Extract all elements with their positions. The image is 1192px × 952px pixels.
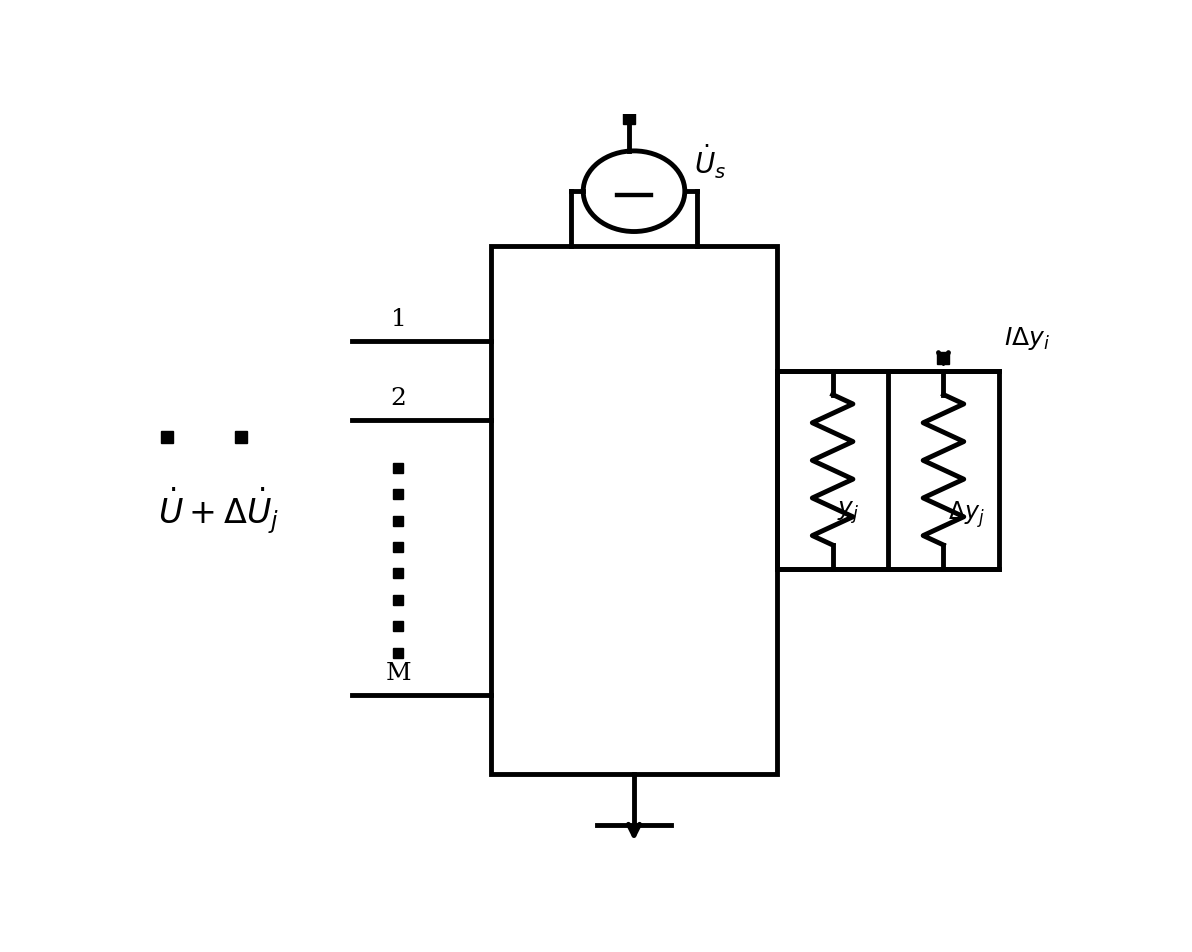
Text: 2: 2 [391,387,406,410]
Text: M: M [386,662,411,684]
Text: $\dot{U}_s$: $\dot{U}_s$ [694,143,726,181]
Text: $I\Delta y_i$: $I\Delta y_i$ [1004,326,1050,352]
Text: 1: 1 [391,307,406,331]
Text: $y_j$: $y_j$ [837,499,859,526]
Text: $\Delta y_j$: $\Delta y_j$ [948,499,985,529]
Text: $\dot{U}+\Delta\dot{U}_j$: $\dot{U}+\Delta\dot{U}_j$ [159,485,280,536]
